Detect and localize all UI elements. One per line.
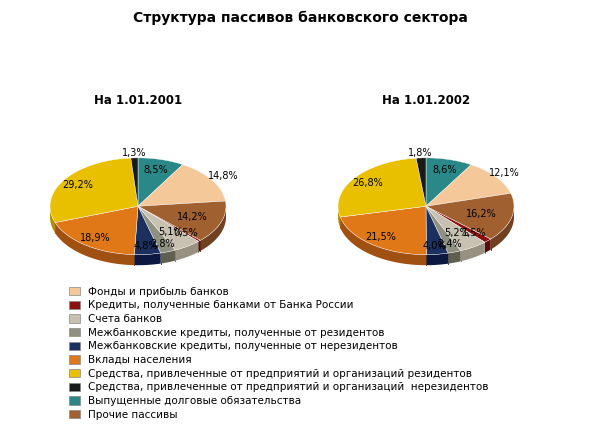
Text: 5,2%: 5,2%	[445, 228, 469, 238]
Polygon shape	[448, 251, 461, 264]
Text: 26,8%: 26,8%	[352, 178, 383, 188]
Text: 0,5%: 0,5%	[173, 228, 198, 238]
Polygon shape	[199, 240, 200, 252]
Polygon shape	[340, 217, 426, 265]
Text: 16,2%: 16,2%	[466, 208, 497, 219]
Text: 1,3%: 1,3%	[122, 148, 146, 158]
Text: Структура пассивов банковского сектора: Структура пассивов банковского сектора	[133, 11, 467, 25]
Legend: Фонды и прибыль банков, Кредиты, полученные банками от Банка России, Счета банко: Фонды и прибыль банков, Кредиты, получен…	[65, 283, 493, 424]
Polygon shape	[55, 206, 138, 254]
Polygon shape	[138, 201, 226, 240]
Polygon shape	[485, 239, 491, 253]
Text: 14,2%: 14,2%	[176, 211, 208, 222]
Text: 1,5%: 1,5%	[462, 228, 487, 238]
Polygon shape	[426, 206, 448, 255]
Polygon shape	[426, 206, 485, 251]
Polygon shape	[426, 253, 448, 265]
Text: 14,8%: 14,8%	[208, 171, 238, 181]
Polygon shape	[426, 206, 491, 242]
Polygon shape	[138, 206, 200, 242]
Text: 29,2%: 29,2%	[62, 180, 93, 190]
Polygon shape	[161, 250, 175, 263]
Text: 4,8%: 4,8%	[134, 241, 158, 251]
Text: 2,8%: 2,8%	[151, 239, 175, 248]
Polygon shape	[50, 207, 55, 233]
Polygon shape	[131, 158, 138, 206]
Text: 4,0%: 4,0%	[423, 241, 448, 251]
Polygon shape	[426, 158, 471, 206]
Text: 1,8%: 1,8%	[408, 148, 433, 158]
Polygon shape	[138, 206, 199, 250]
Polygon shape	[134, 206, 161, 255]
Title: На 1.01.2001: На 1.01.2001	[94, 94, 182, 107]
Polygon shape	[138, 165, 226, 206]
Polygon shape	[416, 158, 426, 206]
Polygon shape	[340, 206, 426, 255]
Polygon shape	[138, 206, 175, 253]
Polygon shape	[338, 158, 426, 217]
Polygon shape	[134, 253, 161, 265]
Text: 18,9%: 18,9%	[80, 233, 110, 243]
Polygon shape	[175, 242, 199, 261]
Polygon shape	[491, 206, 514, 250]
Polygon shape	[55, 223, 134, 265]
Polygon shape	[426, 193, 514, 239]
Text: 21,5%: 21,5%	[365, 233, 397, 242]
Text: 5,1%: 5,1%	[158, 227, 182, 237]
Text: 2,4%: 2,4%	[437, 239, 461, 249]
Polygon shape	[426, 206, 461, 253]
Text: 12,1%: 12,1%	[489, 169, 520, 178]
Polygon shape	[138, 158, 183, 206]
Title: На 1.01.2002: На 1.01.2002	[382, 94, 470, 107]
Polygon shape	[461, 242, 485, 261]
Text: 8,6%: 8,6%	[432, 165, 457, 175]
Polygon shape	[338, 206, 340, 227]
Polygon shape	[426, 165, 511, 206]
Polygon shape	[200, 207, 226, 251]
Text: 8,5%: 8,5%	[144, 165, 169, 175]
Polygon shape	[50, 158, 138, 223]
